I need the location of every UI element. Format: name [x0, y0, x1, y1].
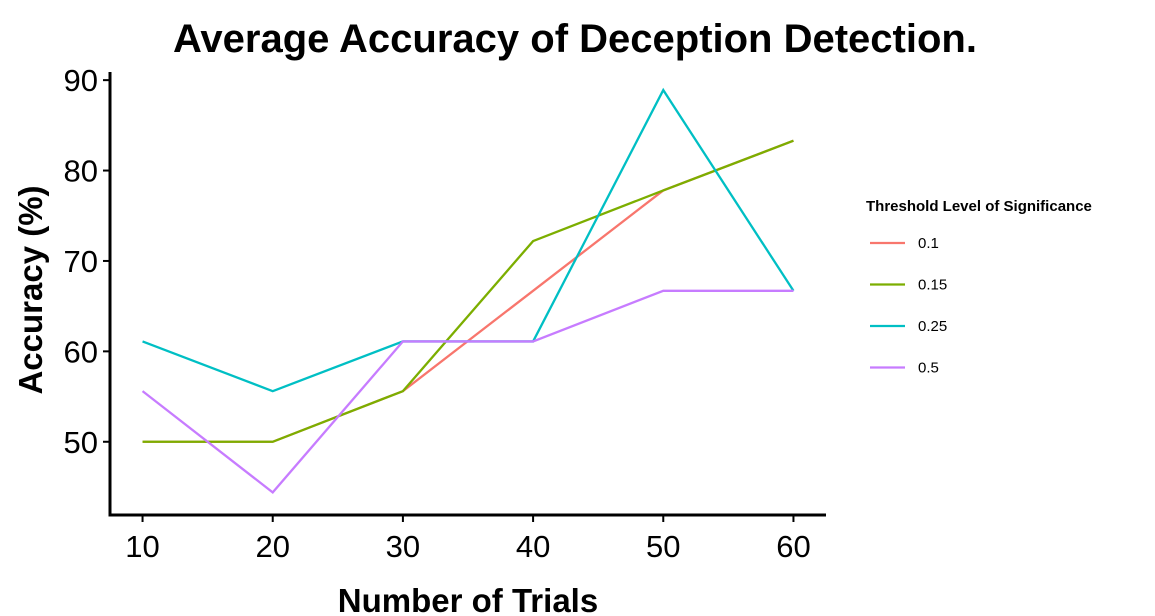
legend-label: 0.1 — [918, 235, 939, 252]
series-line — [142, 87, 795, 393]
x-tick-label: 10 — [125, 529, 159, 564]
series-line — [142, 139, 794, 443]
x-tick-label: 30 — [386, 529, 420, 564]
x-tick-label: 40 — [516, 529, 550, 564]
x-tick-label: 20 — [255, 529, 289, 564]
legend-label: 0.15 — [918, 277, 947, 294]
legend-label: 0.25 — [918, 318, 947, 335]
y-tick-label: 90 — [64, 63, 98, 98]
x-tick-label: 60 — [776, 529, 810, 564]
x-axis-label: Number of Trials — [338, 582, 598, 616]
x-tick-label: 50 — [646, 529, 680, 564]
legend-label: 0.5 — [918, 360, 939, 377]
y-tick-label: 80 — [64, 154, 98, 189]
y-tick-label: 50 — [64, 425, 98, 460]
y-tick-label: 70 — [64, 244, 98, 279]
chart-title: Average Accuracy of Deception Detection. — [173, 17, 977, 61]
series-line — [141, 289, 794, 494]
y-axis-label: Accuracy (%) — [12, 185, 49, 394]
legend-title: Threshold Level of Significance — [866, 198, 1092, 215]
y-tick-label: 60 — [64, 334, 98, 369]
